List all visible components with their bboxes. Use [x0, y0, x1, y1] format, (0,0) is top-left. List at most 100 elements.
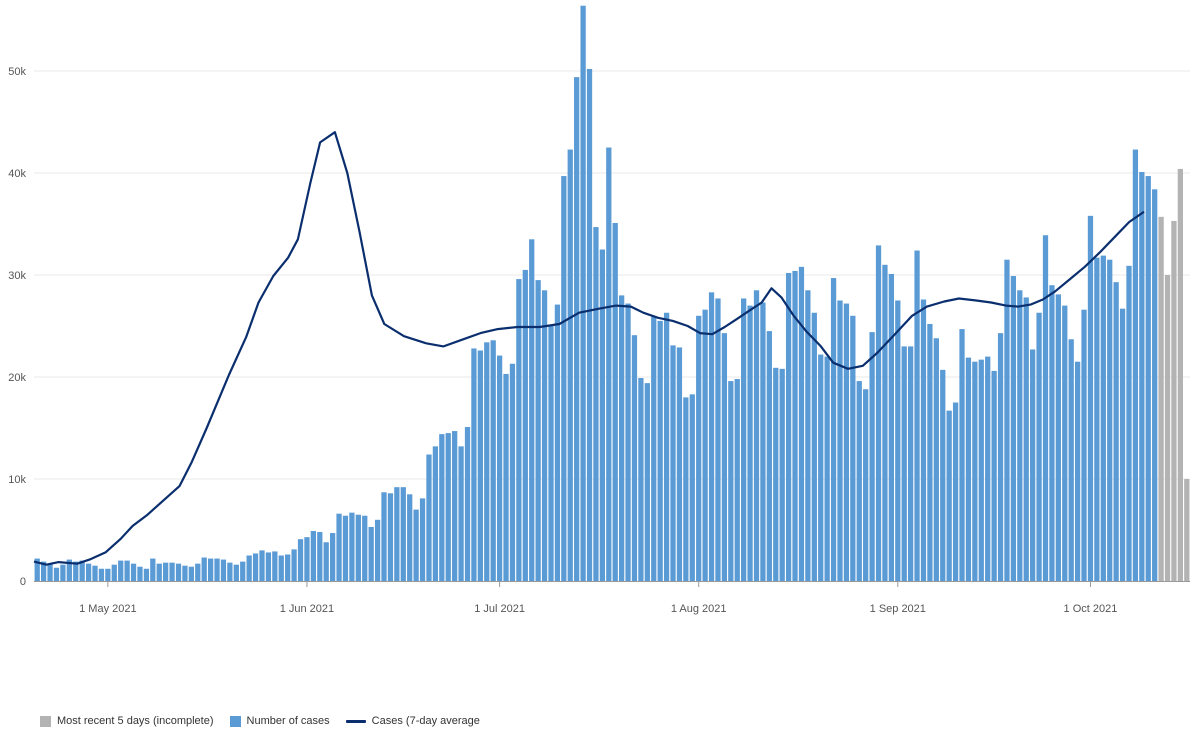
bar [625, 303, 631, 581]
legend-swatch-average [345, 719, 366, 723]
bar [195, 563, 201, 581]
bar [381, 492, 387, 581]
bar [98, 568, 105, 581]
bar [696, 315, 702, 581]
bar [991, 370, 997, 581]
bar [888, 273, 894, 581]
chart-plot: 0 10k 20k 30k 40k 50k 1 May 2021 1 Jun 2021 1 Ju… [8, 5, 1190, 615]
bar [811, 312, 817, 581]
bar [785, 272, 792, 581]
bar [516, 279, 522, 581]
bar [285, 554, 291, 581]
bar [901, 346, 907, 581]
bar [1023, 297, 1029, 581]
bar [978, 359, 984, 581]
bar [439, 434, 445, 581]
legend-item-average[interactable]: Cases (7-day average [345, 715, 480, 727]
bar [670, 345, 676, 581]
x-tick-label-4: 1 Sep 2021 [870, 603, 926, 615]
bar [580, 5, 586, 582]
bar [471, 348, 477, 581]
bar-incomplete [1177, 168, 1183, 582]
bar [683, 397, 689, 581]
bar [509, 363, 516, 581]
legend-label-average: Cases (7-day average [371, 715, 480, 727]
bar [336, 513, 342, 581]
bar [1062, 305, 1068, 581]
bar [766, 331, 772, 581]
bar [201, 557, 207, 581]
bar [387, 493, 394, 581]
bar [830, 278, 837, 581]
bar [760, 302, 766, 581]
bar [734, 379, 740, 581]
bar [875, 245, 882, 582]
x-tick-label-2: 1 Jul 2021 [474, 603, 525, 615]
legend-item-incomplete[interactable]: Most recent 5 days (incomplete) [40, 715, 214, 727]
bar [259, 550, 265, 581]
bar [362, 515, 368, 581]
bar [567, 149, 573, 582]
bar [118, 560, 124, 581]
bar [394, 487, 400, 581]
bar [156, 563, 162, 581]
bar [419, 498, 426, 581]
bar [272, 551, 278, 581]
bar [342, 515, 349, 581]
bar [1094, 257, 1100, 581]
bar [445, 433, 451, 581]
bar [85, 563, 92, 581]
bar [265, 552, 272, 581]
bar [503, 373, 509, 581]
bar [959, 329, 965, 581]
bar [400, 487, 406, 581]
bar [291, 549, 297, 581]
bar [47, 563, 53, 581]
bar [60, 564, 66, 581]
bar [188, 566, 194, 581]
bar [227, 562, 233, 581]
bar [895, 300, 901, 581]
bar [41, 561, 47, 581]
bar [689, 394, 695, 581]
bar [484, 342, 490, 581]
bar [1010, 276, 1017, 581]
bar [574, 77, 580, 582]
y-tick-label-3: 30k [8, 270, 26, 282]
bar [843, 303, 850, 581]
bar-incomplete [1184, 479, 1190, 581]
bar [458, 446, 464, 581]
bar [529, 239, 535, 582]
bar [1152, 189, 1158, 581]
bar-incomplete [1158, 216, 1164, 582]
bar [940, 369, 946, 581]
bar [1017, 290, 1023, 581]
bar [965, 357, 972, 581]
bar [741, 298, 747, 581]
bar [124, 560, 130, 581]
bar [850, 315, 856, 581]
bar [1145, 176, 1151, 581]
bar [1126, 265, 1132, 581]
bar [747, 305, 753, 581]
bar [413, 509, 419, 581]
bar [130, 563, 137, 581]
bar [541, 290, 548, 581]
legend-item-cases[interactable]: Number of cases [229, 715, 330, 727]
bar [908, 346, 914, 581]
bar [317, 532, 323, 581]
x-tick-label-0: 1 May 2021 [79, 603, 136, 615]
x-tick-label-1: 1 Jun 2021 [280, 603, 334, 615]
bar [374, 519, 381, 581]
bar [137, 566, 143, 581]
bar [1049, 285, 1055, 581]
bar [1036, 312, 1042, 581]
bar [818, 354, 824, 581]
average-line [33, 131, 1145, 566]
bar [927, 323, 933, 581]
bar [708, 292, 715, 581]
bar [1113, 282, 1119, 581]
bar [792, 270, 798, 581]
bar [175, 563, 182, 581]
